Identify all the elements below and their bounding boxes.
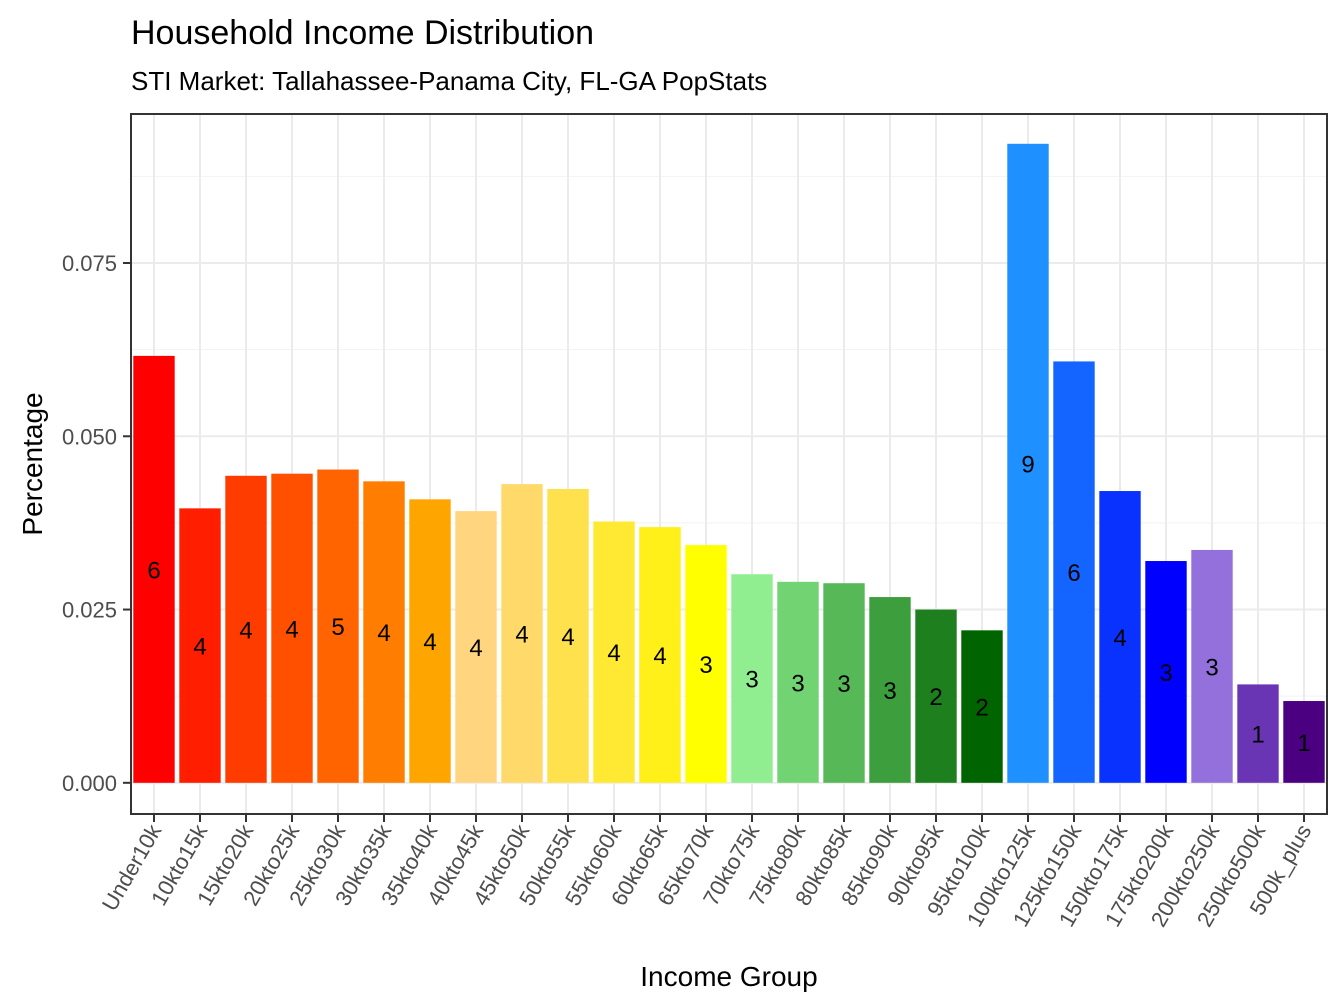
bar-55kto60k <box>593 521 635 783</box>
bar-label-15kto20k: 4 <box>239 617 252 644</box>
y-axis: 0.000 0.025 0.050 0.075 <box>62 251 131 796</box>
bar-80kto85k <box>823 583 865 783</box>
bar-label-250kto500k: 1 <box>1251 722 1264 749</box>
chart-subtitle: STI Market: Tallahassee-Panama City, FL-… <box>131 66 767 96</box>
bar-label-40kto45k: 4 <box>469 635 482 662</box>
bar-50kto55k <box>547 488 589 783</box>
bar-175kto200k <box>1145 561 1187 783</box>
bar-label-25kto30k: 5 <box>331 614 344 641</box>
bar-500k_plus <box>1283 701 1325 783</box>
bar-label-45kto50k: 4 <box>515 621 528 648</box>
bar-label-500k_plus: 1 <box>1297 730 1310 757</box>
bar-label-35kto40k: 4 <box>423 629 436 656</box>
bar-10kto15k <box>179 508 221 783</box>
bar-60kto65k <box>639 527 681 783</box>
x-axis-title: Income Group <box>640 961 817 992</box>
y-tick-label: 0.050 <box>62 424 117 449</box>
bar-label-175kto200k: 3 <box>1159 660 1172 687</box>
y-axis-title: Percentage <box>17 392 48 535</box>
bar-label-100kto125k: 9 <box>1021 451 1034 478</box>
bar-label-200kto250k: 3 <box>1205 654 1218 681</box>
bar-label-80kto85k: 3 <box>837 671 850 698</box>
y-tick-label: 0.025 <box>62 598 117 623</box>
bar-30kto35k <box>363 481 405 783</box>
panel-border <box>130 113 1328 815</box>
bar-95kto100k <box>961 630 1003 783</box>
bar-label-125kto150k: 6 <box>1067 560 1080 587</box>
bar-25kto30k <box>317 469 359 783</box>
bar-label-85kto90k: 3 <box>883 678 896 705</box>
bars <box>133 143 1325 783</box>
bar-label-70kto75k: 3 <box>745 667 758 694</box>
bar-label-10kto15k: 4 <box>193 634 206 661</box>
y-tick-label: 0.000 <box>62 771 117 796</box>
bar-labels: 6 4 4 4 5 4 4 4 4 4 4 4 3 3 3 3 3 2 2 9 6 4 3 3 1 1 <box>147 451 1310 757</box>
bar-150kto175k <box>1099 491 1141 783</box>
bar-70kto75k <box>731 574 773 783</box>
bar-65kto70k <box>685 545 727 783</box>
bar-250kto500k <box>1237 684 1279 783</box>
bar-15kto20k <box>225 475 267 783</box>
bar-label-150kto175k: 4 <box>1113 625 1126 652</box>
bar-label-30kto35k: 4 <box>377 620 390 647</box>
bar-100kto125k <box>1007 143 1049 783</box>
bar-label-75kto80k: 3 <box>791 670 804 697</box>
bar-75kto80k <box>777 581 819 783</box>
bar-20kto25k <box>271 473 313 783</box>
bar-85kto90k <box>869 597 911 783</box>
bar-35kto40k <box>409 499 451 783</box>
bar-label-50kto55k: 4 <box>561 624 574 651</box>
bar-125kto150k <box>1053 361 1095 783</box>
bar-label-55kto60k: 4 <box>607 640 620 667</box>
bar-90kto95k <box>915 609 957 783</box>
bar-label-20kto25k: 4 <box>285 616 298 643</box>
bar-Under10k <box>133 355 175 783</box>
bar-label-95kto100k: 2 <box>975 695 988 722</box>
x-axis: Under10k10kto15k15kto20k20kto25k25kto30k… <box>97 814 1316 931</box>
y-tick-label: 0.075 <box>62 251 117 276</box>
bar-label-90kto95k: 2 <box>929 684 942 711</box>
bar-label-65kto70k: 3 <box>699 652 712 679</box>
bar-label-60kto65k: 4 <box>653 643 666 670</box>
chart-title: Household Income Distribution <box>131 14 594 52</box>
bar-label-Under10k: 6 <box>147 557 160 584</box>
bar-45kto50k <box>501 484 543 783</box>
bar-40kto45k <box>455 511 497 783</box>
bar-200kto250k <box>1191 549 1233 783</box>
